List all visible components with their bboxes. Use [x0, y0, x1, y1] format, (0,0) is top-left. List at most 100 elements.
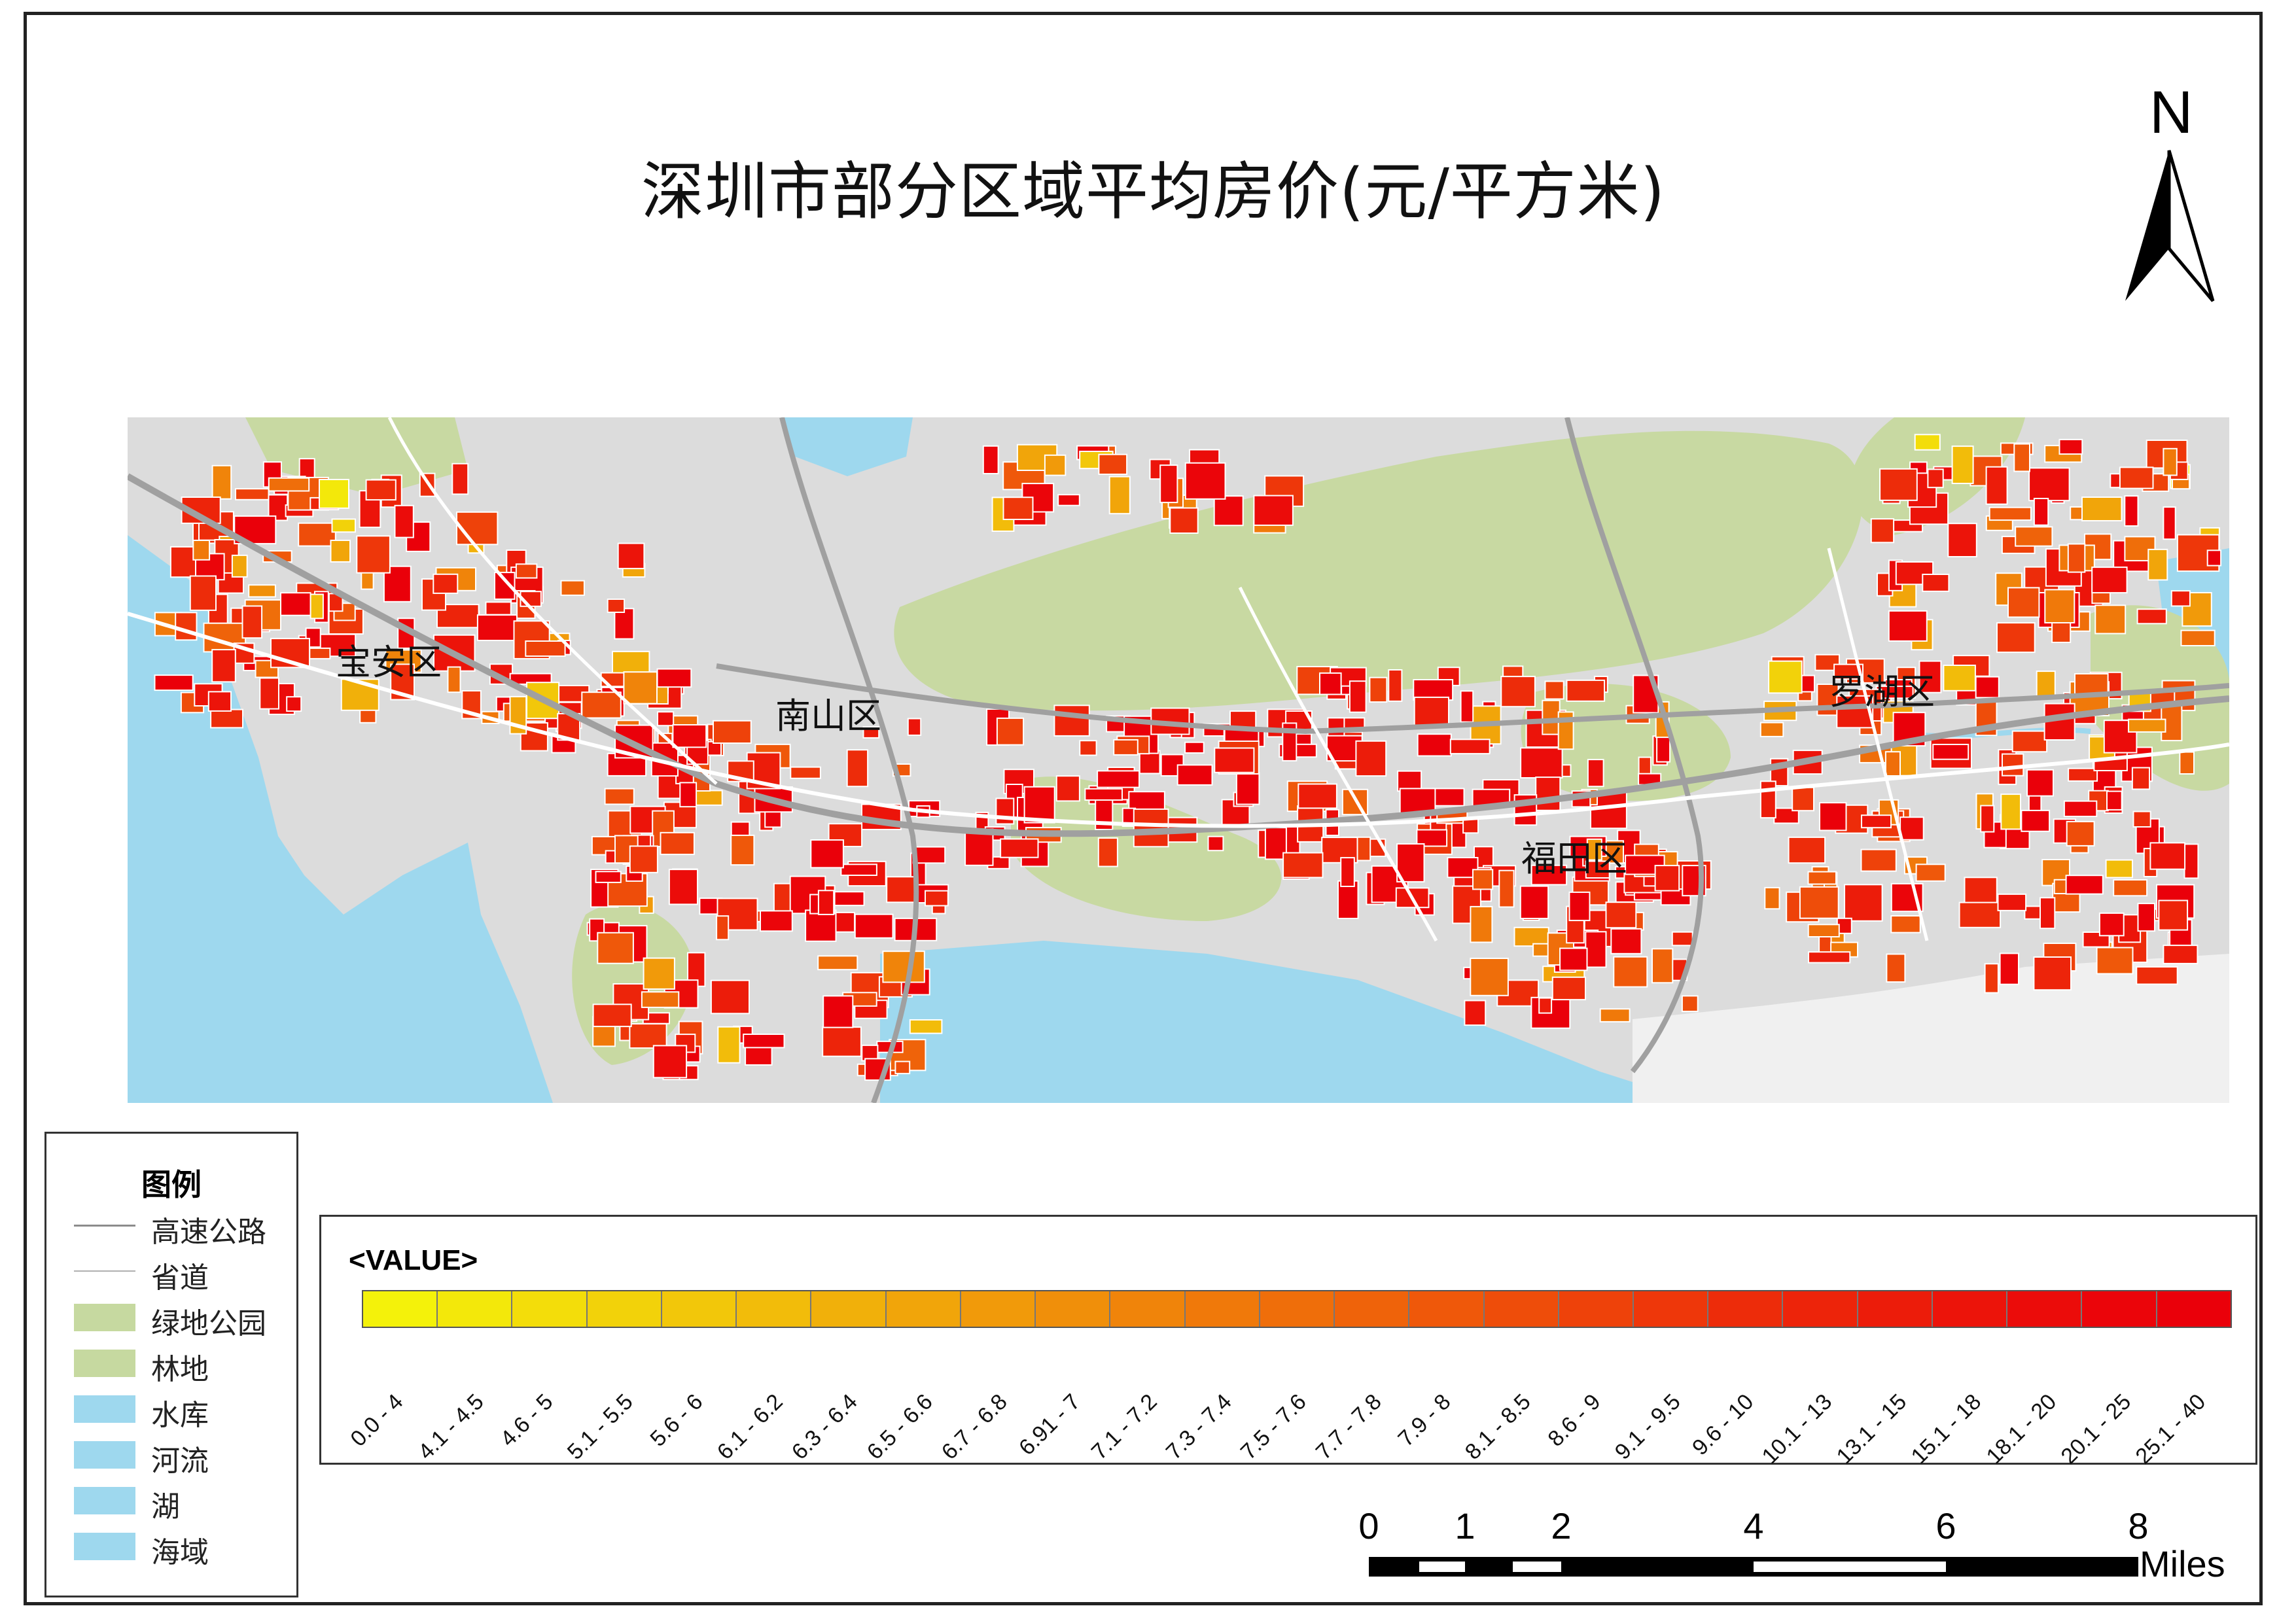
legend-item: 水库	[74, 1390, 290, 1432]
price-block	[907, 718, 922, 736]
scale-tick-label: 4	[1743, 1505, 1764, 1546]
price-block	[1559, 947, 1588, 971]
price-block	[828, 823, 863, 848]
price-block	[485, 601, 512, 616]
price-block	[1097, 770, 1140, 788]
price-block	[2036, 671, 2056, 698]
price-block	[189, 575, 217, 611]
price-block	[1340, 857, 1355, 887]
price-block	[2002, 753, 2024, 777]
price-block	[1388, 669, 1403, 702]
highway-4	[779, 417, 919, 1103]
price-block	[716, 915, 730, 941]
value-ramp-cell	[1633, 1291, 1709, 1327]
price-block	[1915, 864, 1946, 882]
price-block	[925, 890, 949, 907]
legend-label: 水库	[151, 1399, 209, 1432]
price-block	[280, 592, 311, 616]
price-block	[1055, 775, 1080, 802]
price-block	[2000, 794, 2022, 830]
price-block	[1002, 497, 1034, 520]
value-ramp-cell	[1185, 1291, 1260, 1327]
price-block	[595, 871, 622, 883]
value-ramp-label: 4.6 - 5	[495, 1389, 558, 1452]
value-ramp-cell	[2082, 1291, 2157, 1327]
legend-panel: 图例 高速公路 省道 绿地公园 林地 水库 河流湖海域	[44, 1132, 298, 1597]
price-block	[652, 1045, 688, 1079]
price-block	[2081, 497, 2123, 521]
value-ramp-label: 6.1 - 6.2	[712, 1389, 788, 1465]
legend-item: 河流	[74, 1436, 290, 1478]
price-block	[1253, 495, 1294, 526]
price-block	[1886, 953, 1906, 983]
value-ramp-label: 9.1 - 9.5	[1610, 1389, 1686, 1465]
price-block	[1214, 747, 1255, 773]
price-block	[1413, 696, 1449, 727]
legend-swatch	[74, 1225, 135, 1227]
scale-tick-label: 8	[2128, 1505, 2149, 1546]
legend-item: 高速公路	[74, 1207, 290, 1249]
value-ramp-label: 4.1 - 4.5	[413, 1389, 489, 1465]
price-block	[2128, 718, 2166, 733]
price-block	[1566, 679, 1606, 702]
price-block	[1943, 665, 1976, 691]
price-block	[604, 788, 635, 805]
price-block	[830, 891, 865, 907]
price-block	[1044, 454, 1067, 476]
map-panel[interactable]: 宝安区 南山区 福田区 罗湖区	[128, 417, 2229, 1103]
price-block	[2163, 447, 2178, 476]
price-block	[1807, 871, 1837, 885]
price-block	[330, 540, 351, 563]
price-block	[1932, 744, 1969, 760]
price-block	[1759, 780, 1776, 819]
price-block	[1023, 786, 1055, 824]
price-block	[1759, 722, 1784, 737]
road-3	[1238, 586, 1438, 942]
value-ramp-label: 6.7 - 6.8	[936, 1389, 1012, 1465]
price-block	[1922, 574, 1950, 592]
price-block	[882, 951, 925, 983]
price-block	[1538, 997, 1553, 1014]
price-block	[964, 828, 994, 866]
price-block	[1884, 751, 1901, 777]
legend-swatch	[74, 1304, 135, 1331]
price-block	[2094, 604, 2127, 635]
price-block	[672, 724, 707, 748]
price-block	[1768, 660, 1803, 694]
value-ramp-label: 0.0 - 4	[345, 1389, 408, 1452]
price-block	[1530, 864, 1568, 886]
legend-label: 林地	[151, 1353, 209, 1386]
price-block	[1861, 814, 1892, 829]
price-block	[1535, 777, 1561, 811]
value-ramp-label: 9.6 - 10	[1687, 1389, 1759, 1461]
district-label-baoan: 宝安区	[336, 642, 442, 683]
price-block	[241, 605, 263, 639]
price-block	[1895, 561, 1934, 585]
price-block	[743, 1034, 785, 1049]
legend-label: 海域	[151, 1536, 209, 1569]
value-ramp-label: 15.1 - 18	[1906, 1389, 1987, 1469]
road-4	[1827, 548, 1929, 941]
coast-south-east	[1633, 954, 2229, 1103]
price-block	[1520, 747, 1563, 778]
price-block	[451, 462, 469, 495]
price-block	[854, 913, 894, 939]
price-block	[1654, 865, 1680, 892]
price-block	[211, 464, 232, 500]
price-block	[2147, 548, 2168, 581]
legend-label: 省道	[151, 1261, 209, 1295]
price-block	[2007, 587, 2040, 618]
price-block	[1833, 663, 1864, 680]
price-block	[894, 1060, 911, 1075]
price-block	[1918, 660, 1942, 693]
price-block	[447, 666, 461, 693]
price-block	[1605, 901, 1637, 929]
price-block	[641, 991, 680, 1008]
value-ramp-cell	[1783, 1291, 1858, 1327]
price-block	[1807, 924, 1840, 937]
legend-swatch	[74, 1533, 135, 1560]
price-block	[592, 1003, 632, 1028]
price-block	[235, 488, 270, 500]
price-block	[822, 995, 854, 1028]
price-block	[2131, 767, 2151, 790]
